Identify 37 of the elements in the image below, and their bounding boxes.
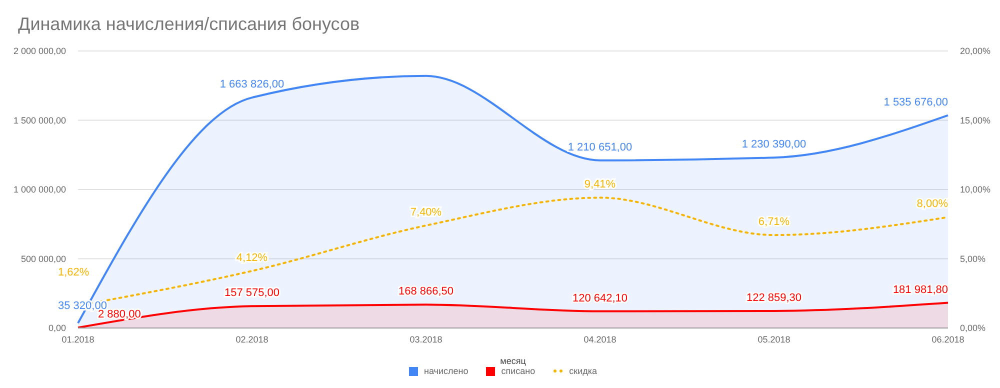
data-label: 1 230 390,00 [742,138,806,151]
y2-tick-label: 10,00% [960,184,991,194]
data-label: 120 642,10 [572,292,628,304]
legend-label: списано [500,366,536,376]
data-label: 181 981,80 [892,284,948,296]
x-tick-label: 05.2018 [758,334,790,344]
legend-label: скидка [568,366,597,376]
data-label: 8,00% [916,198,948,210]
data-label: 6,71% [758,216,790,228]
data-label: 9,41% [584,178,616,191]
data-label: 7,40% [410,206,442,219]
y-tick-label: 500 000,00 [20,254,66,264]
x-tick-label: 04.2018 [584,334,616,344]
y-tick-label: 1 500 000,00 [13,115,66,126]
y2-tick-label: 15,00% [960,115,991,126]
data-label: 1 210 651,00 [568,141,632,154]
x-tick-label: 03.2018 [410,334,442,344]
y2-tick-label: 0,00% [960,323,986,333]
chart-title: Динамика начисления/списания бонусов [17,13,361,36]
x-tick-label: 02.2018 [236,334,268,344]
x-tick-label: 01.2018 [62,334,94,344]
data-label: 1,62% [58,266,90,279]
y2-tick-label: 20,00% [960,46,991,56]
data-label: 168 866,50 [398,286,454,298]
data-label: 157 575,00 [224,287,280,300]
data-label: 4,12% [236,252,268,264]
data-label: 2 880,00 [98,308,141,321]
y-tick-label: 2 000 000,00 [13,46,66,56]
y2-tick-label: 5,00% [960,254,986,264]
y-tick-label: 1 000 000,00 [13,184,66,194]
data-label: 1 663 826,00 [220,78,284,91]
x-axis-title: месяц [500,356,526,366]
legend-label: начислено [423,366,468,376]
x-tick-label: 06.2018 [932,334,964,344]
data-label: 122 859,30 [746,292,802,304]
y-tick-label: 0,00 [48,323,66,333]
data-label: 1 535 676,00 [884,96,948,108]
